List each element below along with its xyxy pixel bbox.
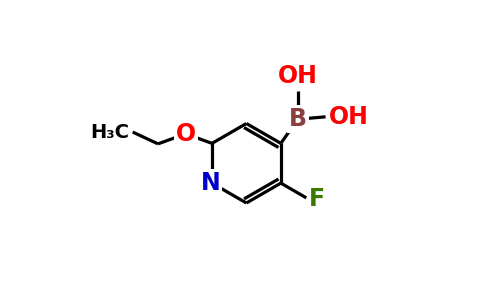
Text: N: N <box>201 171 220 195</box>
Text: F: F <box>309 187 325 211</box>
Text: O: O <box>176 122 196 146</box>
Text: B: B <box>289 107 307 131</box>
Text: OH: OH <box>278 64 318 88</box>
Text: OH: OH <box>329 105 368 129</box>
Text: H₃C: H₃C <box>91 123 130 142</box>
